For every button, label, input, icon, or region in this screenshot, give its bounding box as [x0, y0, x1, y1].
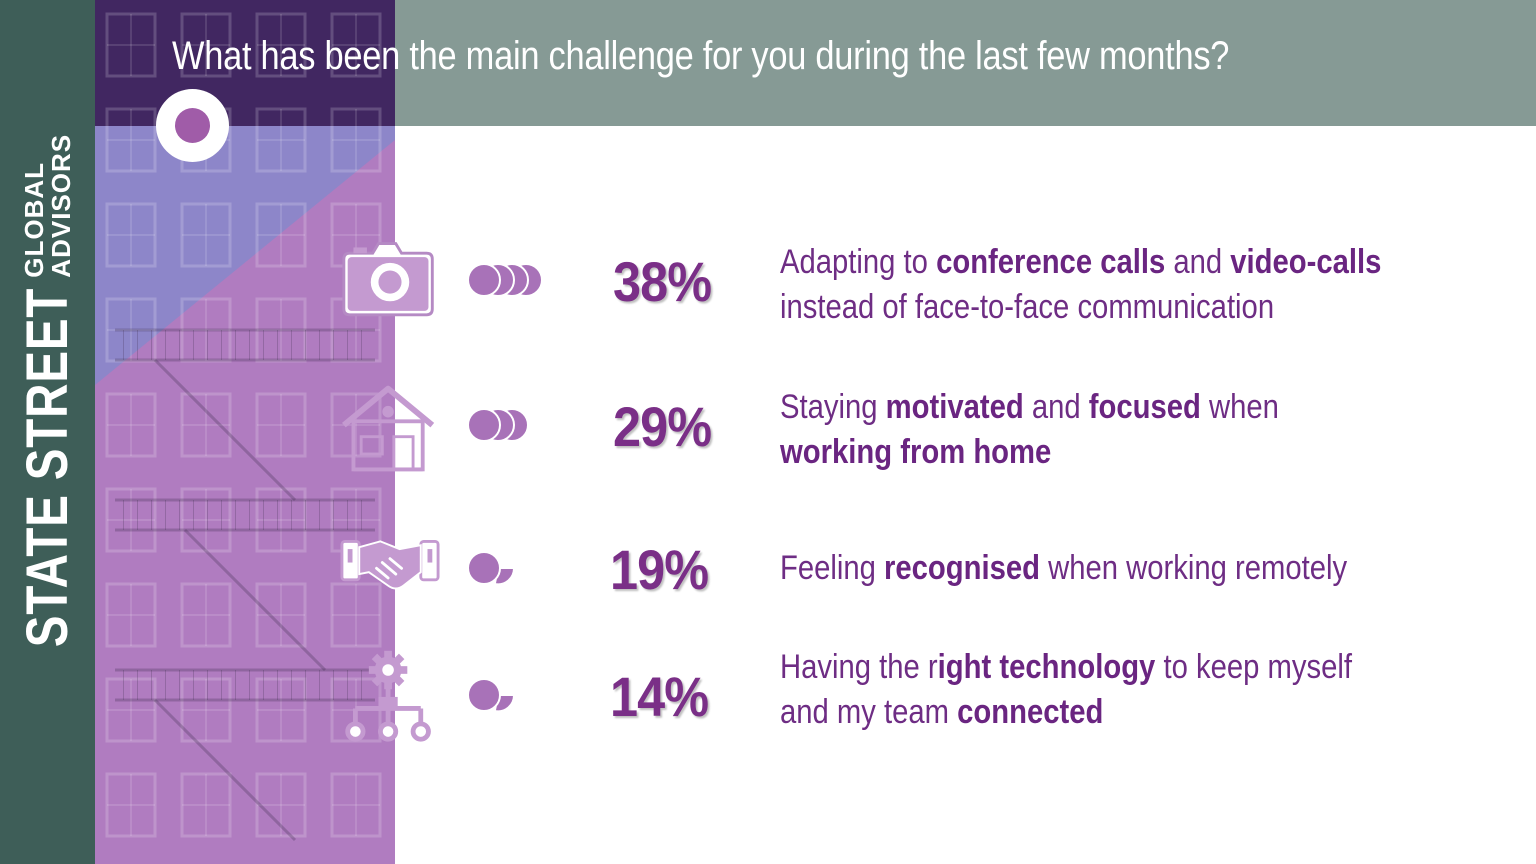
challenge-row: 29% Staying motivated and focused when wor… — [0, 385, 1536, 485]
emphasis-text: motivated — [885, 388, 1024, 426]
value-dot — [467, 408, 501, 442]
emphasis-text: connected — [957, 693, 1104, 731]
house-icon — [342, 385, 435, 472]
percent-label: 38% — [613, 250, 712, 313]
emphasis-text: ight technology — [937, 648, 1156, 686]
value-dots — [467, 263, 543, 297]
value-dot — [467, 678, 501, 712]
building-photo-panel — [95, 0, 395, 864]
title-header-bar — [395, 0, 1536, 126]
camera-icon — [342, 242, 434, 317]
challenge-row: 14% Having the right technology to keep m… — [0, 645, 1536, 755]
handshake-icon — [340, 539, 440, 590]
challenge-description: Adapting to conference calls and video-c… — [780, 243, 1382, 326]
page-title: What has been the main challenge for you… — [172, 34, 1230, 78]
emphasis-text: recognised — [884, 549, 1041, 587]
value-dot — [467, 551, 501, 585]
value-dots — [467, 678, 516, 713]
emphasis-text: working from home — [780, 433, 1052, 471]
building-photo-illustration — [95, 0, 395, 864]
value-dot — [467, 263, 501, 297]
value-dots — [467, 551, 516, 586]
percent-label: 19% — [610, 538, 709, 601]
value-dots — [467, 408, 529, 442]
brand-sidebar: STATE STREET GLOBAL ADVISORS — [0, 0, 95, 864]
emphasis-text: focused — [1088, 388, 1201, 426]
gear-network-icon — [345, 650, 431, 742]
percent-label: 14% — [610, 665, 709, 728]
ring-circle-icon — [156, 89, 229, 162]
challenge-row: 38% Adapting to conference calls and vide… — [0, 240, 1536, 330]
challenge-row: 19% Feeling recognised when working remot… — [0, 538, 1536, 608]
challenge-description: Feeling recognised when working remotely — [780, 549, 1348, 587]
emphasis-text: conference calls — [936, 243, 1166, 281]
challenge-description: Having the right technology to keep myse… — [780, 648, 1352, 731]
emphasis-text: video-calls — [1230, 243, 1382, 281]
percent-label: 29% — [613, 395, 712, 458]
challenge-description: Staying motivated and focused when workin… — [780, 388, 1279, 471]
